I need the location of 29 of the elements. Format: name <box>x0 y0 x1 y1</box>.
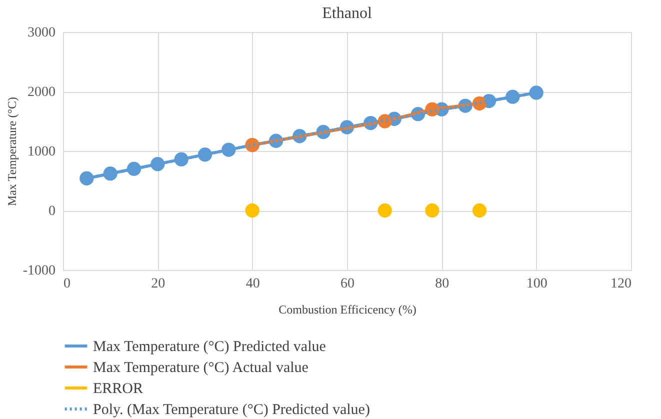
point <box>425 203 440 218</box>
y-tick-label: 0 <box>48 204 56 219</box>
legend-label: Max Temperature (°C) Predicted value <box>93 339 326 355</box>
point <box>245 203 260 218</box>
point <box>126 162 142 176</box>
y-tick-label: 1000 <box>28 144 56 160</box>
y-tick-label: 3000 <box>28 26 56 40</box>
y-tick-label: -1000 <box>22 264 56 278</box>
chart-title: Ethanol <box>322 5 372 22</box>
point <box>378 203 392 218</box>
point <box>378 114 392 128</box>
y-axis-title: Max Temperature (°C) <box>4 96 19 206</box>
x-tick-label: 20 <box>151 276 166 292</box>
point <box>529 86 544 100</box>
point <box>506 90 520 104</box>
x-tick-label: 60 <box>340 276 354 292</box>
x-tick-label: 80 <box>435 276 450 292</box>
x-tick-label: 120 <box>610 276 632 292</box>
legend-label: ERROR <box>93 381 144 397</box>
legend-label: Poly. (Max Temperature (°C) Predicted value) <box>93 402 370 418</box>
x-tick-label: 40 <box>246 276 260 292</box>
point <box>472 203 487 218</box>
legend-label: Max Temperature (°C) Actual value <box>93 360 309 376</box>
x-tick-label: 100 <box>526 276 548 292</box>
point <box>103 166 118 181</box>
y-tick-label: 2000 <box>28 85 56 100</box>
point <box>80 171 94 186</box>
x-tick-label: 0 <box>64 276 70 292</box>
x-axis-title: Combustion Efficicency (%) <box>278 302 416 316</box>
